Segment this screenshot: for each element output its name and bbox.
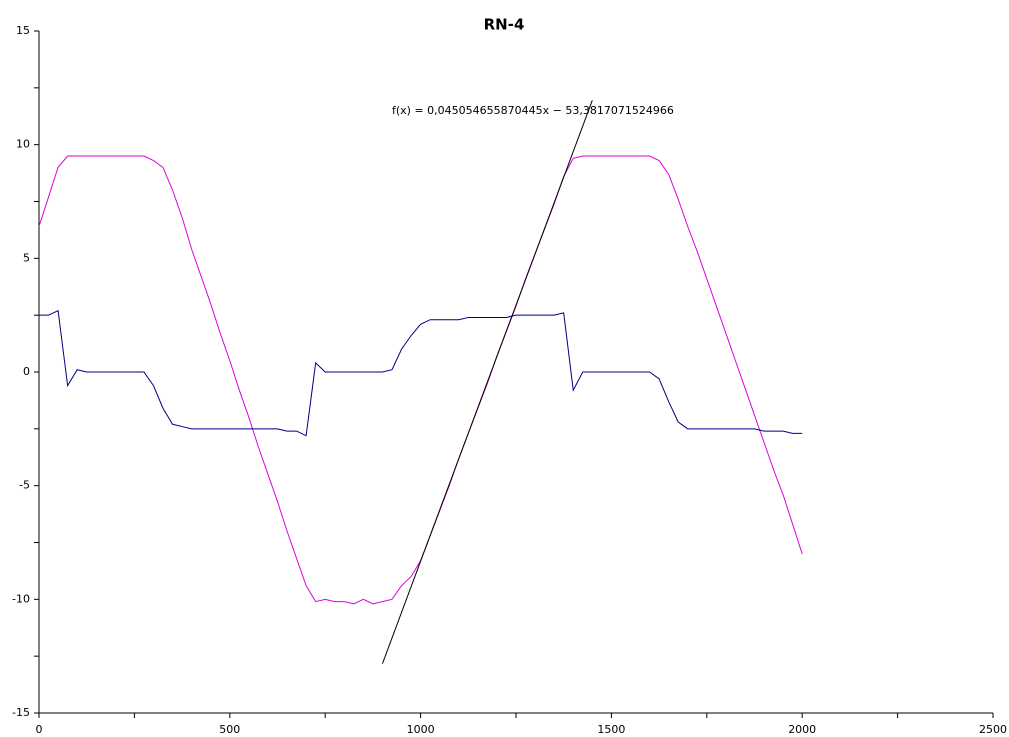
y-tick-label: 15 bbox=[16, 24, 30, 37]
series-line bbox=[39, 309, 803, 437]
y-tick-label: -15 bbox=[12, 706, 30, 719]
y-tick-label: 0 bbox=[23, 365, 30, 378]
y-tick-label: 5 bbox=[23, 251, 30, 264]
x-tick-label: 2000 bbox=[788, 723, 816, 736]
y-tick-label: -5 bbox=[19, 479, 30, 492]
x-tick-label: 0 bbox=[36, 723, 43, 736]
x-tick-label: 1000 bbox=[407, 723, 435, 736]
x-tick-label: 1500 bbox=[597, 723, 625, 736]
fit-annotation: f(x) = 0,045054655870445x − 53,381707152… bbox=[392, 104, 674, 117]
chart-title: RN-4 bbox=[484, 16, 525, 34]
fit-line bbox=[381, 100, 593, 664]
x-tick-label: 500 bbox=[219, 723, 240, 736]
x-tick-label: 2500 bbox=[979, 723, 1007, 736]
y-tick-label: 10 bbox=[16, 138, 30, 151]
y-tick-label: -10 bbox=[12, 592, 30, 605]
